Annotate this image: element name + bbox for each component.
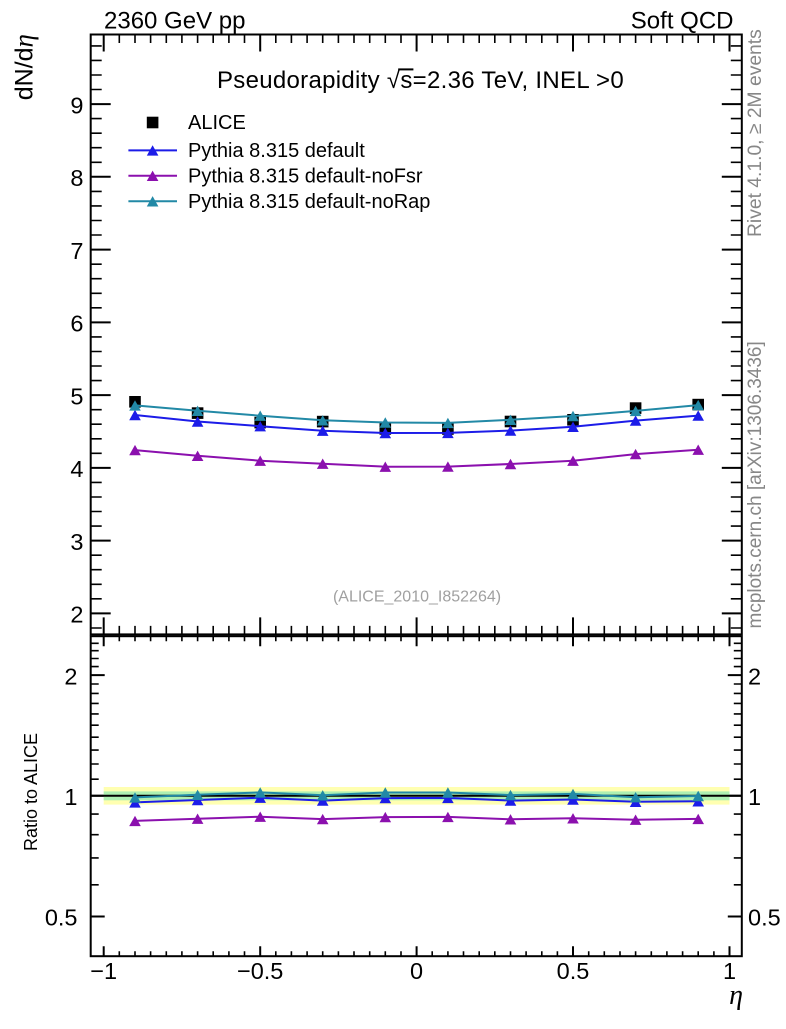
svg-text:Rivet 4.1.0, ≥ 2M events: Rivet 4.1.0, ≥ 2M events bbox=[745, 29, 766, 237]
svg-text:Pythia 8.315 default-noRap: Pythia 8.315 default-noRap bbox=[188, 191, 430, 213]
svg-text:9: 9 bbox=[70, 92, 83, 118]
svg-text:1: 1 bbox=[748, 784, 761, 810]
svg-text:2: 2 bbox=[748, 663, 761, 689]
svg-text:2: 2 bbox=[70, 602, 83, 628]
svg-text:5: 5 bbox=[70, 383, 83, 409]
svg-text:8: 8 bbox=[70, 165, 83, 191]
svg-text:0: 0 bbox=[410, 958, 423, 984]
svg-text:−0.5: −0.5 bbox=[237, 958, 283, 984]
svg-text:Soft QCD: Soft QCD bbox=[631, 8, 734, 35]
svg-text:η: η bbox=[729, 980, 743, 1011]
svg-text:(ALICE_2010_I852264): (ALICE_2010_I852264) bbox=[333, 589, 501, 606]
svg-text:4: 4 bbox=[70, 456, 83, 482]
svg-text:dN/dη: dN/dη bbox=[8, 34, 38, 100]
svg-text:1: 1 bbox=[723, 958, 736, 984]
svg-text:1: 1 bbox=[64, 784, 77, 810]
svg-text:2: 2 bbox=[64, 663, 77, 689]
svg-text:Ratio to ALICE: Ratio to ALICE bbox=[21, 733, 41, 851]
svg-text:−1: −1 bbox=[90, 958, 117, 984]
svg-text:6: 6 bbox=[70, 311, 83, 337]
svg-text:Pseudorapidity √s=2.36 TeV, IN: Pseudorapidity √s=2.36 TeV, INEL >0 bbox=[217, 67, 624, 94]
svg-text:7: 7 bbox=[70, 238, 83, 264]
svg-text:ALICE: ALICE bbox=[188, 112, 246, 134]
svg-text:0.5: 0.5 bbox=[557, 958, 590, 984]
svg-text:0.5: 0.5 bbox=[748, 905, 781, 931]
svg-text:2360 GeV pp: 2360 GeV pp bbox=[104, 8, 245, 35]
svg-text:Pythia 8.315 default-noFsr: Pythia 8.315 default-noFsr bbox=[188, 166, 423, 188]
svg-text:0.5: 0.5 bbox=[45, 905, 78, 931]
svg-text:Pythia 8.315 default: Pythia 8.315 default bbox=[188, 140, 365, 162]
svg-text:3: 3 bbox=[70, 529, 83, 555]
svg-text:mcplots.cern.ch [arXiv:1306.34: mcplots.cern.ch [arXiv:1306.3436] bbox=[745, 341, 766, 628]
